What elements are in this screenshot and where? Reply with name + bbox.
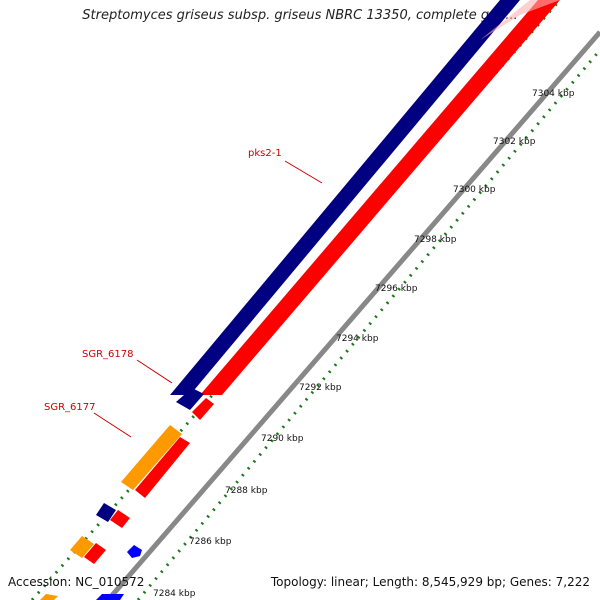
ruler-label: 7300 kbp [453,185,496,195]
gene-red-small-1[interactable] [192,398,214,420]
topology-summary: Topology: linear; Length: 8,545,929 bp; … [270,575,590,589]
ruler-label: 7298 kbp [414,235,457,245]
gene-SGR_6177[interactable] [121,425,182,490]
ruler-label: 7302 kbp [493,137,536,147]
gene-blue-small[interactable] [127,545,142,558]
gene-bottom-pieces [40,594,124,600]
ruler-label: 7294 kbp [336,334,379,344]
gene-navy-small-2[interactable] [96,503,116,522]
ruler-label: 7304 kbp [532,89,575,99]
gene-red-medium[interactable] [135,437,190,498]
ruler-label: 7286 kbp [189,537,232,547]
gene-label: pks2-1 [248,148,282,159]
gene-label: SGR_6177 [44,402,96,413]
gene-labels: pks2-1 SGR_6178 SGR_6177 [44,148,282,413]
gene-pks2-1-reverse[interactable] [200,0,560,395]
ruler-labels: 7304 kbp 7302 kbp 7300 kbp 7298 kbp 7296… [153,89,575,599]
accession-label: Accession: NC_010572 [8,575,145,589]
gene-label: SGR_6178 [82,349,134,360]
map-title: Streptomyces griseus subsp. griseus NBRC… [82,8,518,23]
ruler-label: 7296 kbp [375,284,418,294]
ruler-label: 7292 kbp [299,383,342,393]
ruler-label: 7284 kbp [153,589,196,599]
ruler-label: 7288 kbp [225,486,268,496]
ruler-tick-track [136,49,600,600]
gene-red-small-3[interactable] [84,543,106,564]
gene-orange-small[interactable] [70,536,94,558]
gene-SGR_6178[interactable] [176,388,204,410]
ruler-label: 7290 kbp [261,434,304,444]
gene-pks2-1-forward[interactable] [170,0,520,395]
sequence-backbone [106,30,600,600]
gene-red-small-2[interactable] [110,510,130,528]
gene-label-leaders [93,160,323,438]
